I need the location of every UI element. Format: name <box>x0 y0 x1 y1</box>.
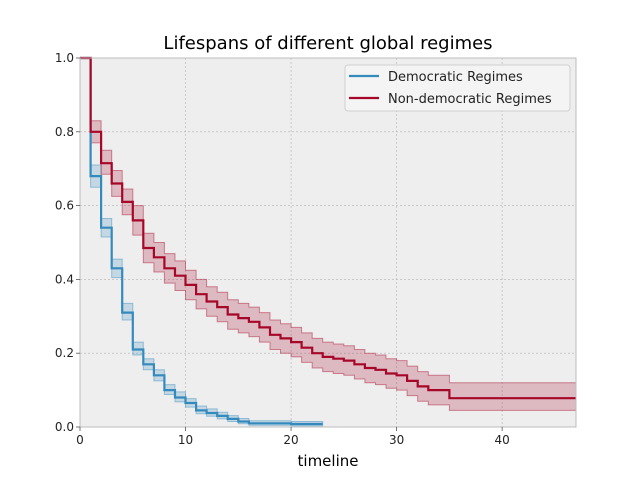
series-line-democratic-regimes <box>80 56 323 426</box>
y-tick-label: 0.6 <box>55 199 74 213</box>
chart-title: Lifespans of different global regimes <box>163 33 492 54</box>
plot-frame <box>79 57 577 428</box>
y-tick-label: 1.0 <box>55 51 74 65</box>
x-tick-label: 0 <box>76 433 84 447</box>
x-tick-label: 20 <box>283 433 298 447</box>
axis-ticks: 0 10 20 30 40 0.0 0.2 0.4 0.6 0.8 1.0 <box>55 51 510 447</box>
y-tick-label: 0.0 <box>55 420 74 434</box>
legend: Democratic Regimes Non-democratic Regimes <box>344 64 571 112</box>
y-tick-label: 0.4 <box>55 272 74 286</box>
legend-label: Democratic Regimes <box>388 70 523 85</box>
ci-band-non-democratic-regimes <box>80 57 577 415</box>
y-tick-label: 0.8 <box>55 125 74 139</box>
x-tick-label: 30 <box>389 433 404 447</box>
x-axis-label: timeline <box>298 452 359 470</box>
plot-area <box>80 58 576 427</box>
x-tick-label: 40 <box>494 433 509 447</box>
series-line-non-democratic-regimes <box>80 56 576 400</box>
x-tick-label: 10 <box>178 433 193 447</box>
legend-box <box>344 64 571 112</box>
series-lines <box>80 56 576 426</box>
y-tick-label: 0.2 <box>55 346 74 360</box>
legend-label: Non-democratic Regimes <box>388 92 552 107</box>
grid <box>80 58 576 427</box>
